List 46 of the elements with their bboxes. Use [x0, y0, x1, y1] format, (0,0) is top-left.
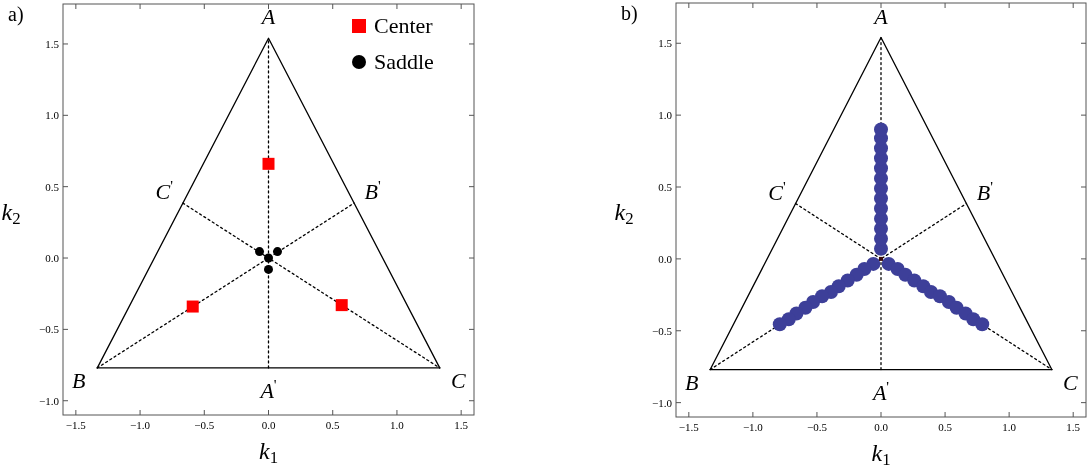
- y-tick-label: −1.0: [39, 394, 60, 407]
- x-tick-label: 0.0: [261, 419, 276, 431]
- y-axis-title: k$_{2}$: [614, 199, 634, 229]
- x-tick-label: −0.5: [194, 419, 215, 431]
- y-tick-label: −1.0: [652, 396, 673, 409]
- y-tick-label: 1.0: [45, 109, 60, 122]
- x-tick-label: −1.5: [65, 419, 87, 431]
- annotation: A: [259, 4, 276, 30]
- annotation: C$^{'}$: [155, 176, 174, 205]
- y-tick-label: 1.0: [658, 109, 673, 122]
- chart-title: a): [8, 3, 24, 26]
- x-tick-label: 1.5: [1066, 421, 1081, 433]
- y-tick-label: 1.5: [658, 37, 673, 50]
- annotation: A$^{'}$: [870, 377, 890, 405]
- x-axis-title: k$_{1}$: [258, 438, 279, 465]
- x-tick-label: −1.0: [742, 421, 764, 433]
- x-tick-label: 1.0: [1002, 421, 1017, 433]
- y-tick-label: 0.5: [658, 181, 673, 193]
- y-tick-label: 0.0: [658, 252, 673, 265]
- annotation: A$^{'}$: [258, 375, 277, 403]
- annotation: B: [72, 367, 86, 393]
- legend-label: Center: [374, 13, 434, 38]
- y-tick-label: 0.5: [45, 180, 60, 193]
- annotation: C$^{'}$: [768, 177, 787, 205]
- chart-title: b): [621, 2, 638, 25]
- x-tick-label: 1.0: [390, 419, 405, 431]
- y-tick-label: 0.0: [45, 252, 60, 265]
- x-tick-label: 0.5: [938, 421, 953, 433]
- x-tick-label: −0.5: [806, 421, 828, 433]
- y-tick-label: −0.5: [39, 323, 60, 336]
- x-tick-label: 1.5: [454, 419, 469, 431]
- annotation: B$^{'}$: [976, 177, 994, 205]
- annotation: A: [872, 3, 889, 29]
- x-tick-label: 0.5: [325, 419, 341, 431]
- x-tick-label: −1.0: [130, 419, 151, 431]
- annotation: B: [685, 369, 699, 395]
- x-tick-label: 0.0: [874, 421, 889, 433]
- annotation: C: [450, 367, 466, 393]
- annotation: B$^{'}$: [364, 176, 382, 205]
- y-axis-title: k$_{2}$: [1, 198, 21, 228]
- y-tick-label: −0.5: [652, 324, 673, 337]
- y-tick-label: 1.5: [45, 37, 60, 50]
- legend-label: Saddle: [374, 49, 434, 74]
- x-axis-title: k$_{1}$: [871, 440, 891, 465]
- x-tick-label: −1.5: [678, 421, 700, 433]
- annotation: C: [1062, 369, 1078, 395]
